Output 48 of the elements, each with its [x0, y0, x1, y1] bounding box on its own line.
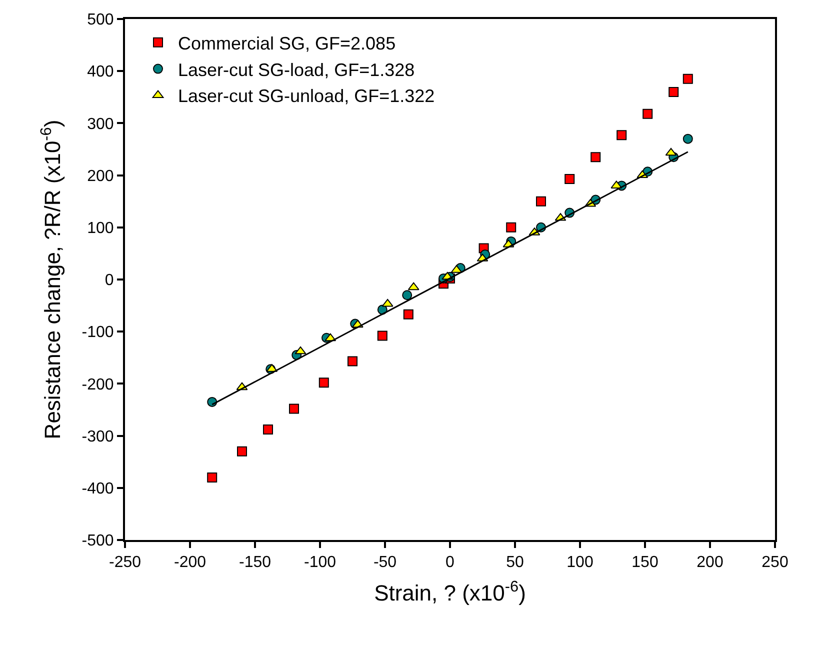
- x-tick-label: -50: [373, 554, 397, 572]
- point: [564, 174, 575, 184]
- point: [408, 282, 420, 290]
- x-tick-label: 200: [696, 554, 724, 572]
- point: [506, 222, 516, 232]
- legend-label: Laser-cut SG-load, GF=1.328: [178, 60, 415, 80]
- y-tick-label: 200: [87, 168, 114, 185]
- x-tick-label: -150: [238, 554, 272, 572]
- y-tick-label: -300: [82, 428, 114, 446]
- x-tick-label: 50: [506, 554, 524, 572]
- x-tick-label: 150: [632, 554, 658, 572]
- y-tick-label: 0: [104, 272, 114, 290]
- point: [665, 148, 677, 156]
- point: [377, 330, 388, 341]
- point: [382, 298, 394, 307]
- legend-label: Laser-cut SG-unload, GF=1.322: [178, 86, 435, 106]
- point: [294, 346, 306, 354]
- point: [237, 446, 247, 456]
- x-tick-label: 100: [566, 554, 594, 572]
- x-axis-title: Strain, ? (x10$^{-6}$): [374, 578, 526, 606]
- point: [682, 74, 693, 84]
- point: [207, 472, 218, 482]
- y-tick-label: 100: [87, 220, 114, 237]
- x-tick-label: -250: [108, 554, 142, 572]
- point: [348, 356, 358, 366]
- point: [536, 196, 546, 206]
- y-tick-label: 500: [87, 12, 114, 29]
- legend-label: Commercial SG, GF=2.085: [178, 33, 396, 54]
- y-tick-label: 400: [87, 64, 114, 81]
- x-tick-label: 0: [446, 554, 455, 572]
- y-tick-label: -400: [82, 480, 114, 498]
- y-tick-label: -200: [82, 376, 114, 394]
- point: [403, 309, 414, 320]
- x-tick-label: -100: [304, 554, 336, 572]
- x-tick-label: 250: [762, 554, 788, 572]
- point: [590, 152, 601, 162]
- x-tick-label: -200: [174, 554, 206, 572]
- point: [668, 86, 679, 97]
- y-tick-label: -500: [82, 532, 114, 550]
- point: [402, 290, 412, 300]
- point: [318, 378, 329, 388]
- point: [642, 108, 653, 119]
- point: [289, 404, 299, 414]
- point: [616, 130, 627, 140]
- point: [263, 424, 273, 435]
- y-tick-label: -100: [82, 324, 114, 342]
- y-tick-label: 300: [87, 116, 114, 133]
- point: [682, 134, 693, 144]
